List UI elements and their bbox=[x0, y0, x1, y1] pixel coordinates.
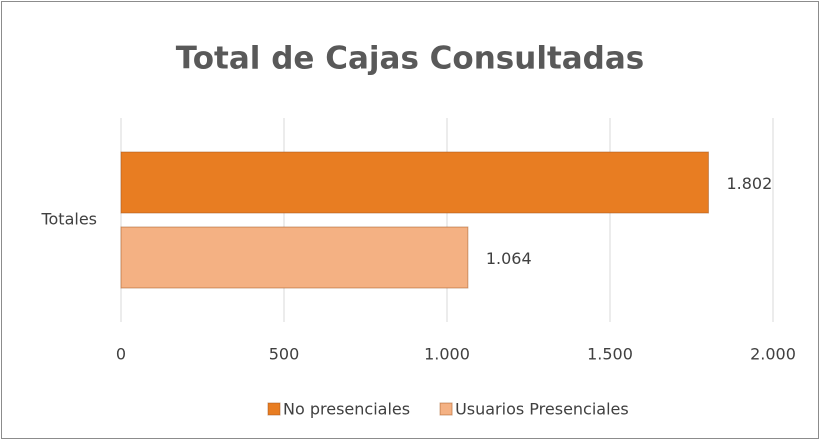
bar bbox=[120, 226, 469, 289]
x-tick-label: 0 bbox=[116, 345, 126, 364]
value-label: 1.064 bbox=[486, 249, 532, 268]
bar bbox=[120, 151, 709, 214]
legend-swatch bbox=[267, 402, 281, 416]
legend-swatch bbox=[439, 402, 453, 416]
chart-title: Total de Cajas Consultadas bbox=[176, 41, 645, 77]
legend-label: No presenciales bbox=[283, 400, 410, 419]
value-label: 1.802 bbox=[726, 174, 772, 193]
x-tick-label: 1.000 bbox=[424, 345, 470, 364]
y-tick-label: Totales bbox=[40, 210, 97, 229]
x-tick-label: 2.000 bbox=[750, 345, 796, 364]
x-tick-label: 500 bbox=[269, 345, 300, 364]
legend-label: Usuarios Presenciales bbox=[455, 400, 629, 419]
x-tick-label: 1.500 bbox=[587, 345, 633, 364]
